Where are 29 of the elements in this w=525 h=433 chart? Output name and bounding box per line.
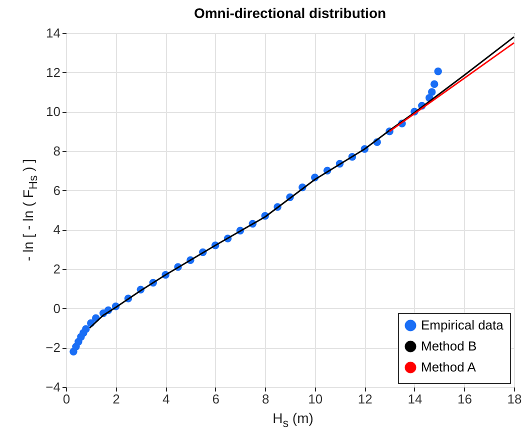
x-tick-label: 16 [457,392,472,406]
y-tick-label: 10 [46,104,60,120]
chart-title: Omni-directional distribution [194,5,386,21]
x-tick-label: 10 [308,392,323,406]
y-tick-label: 6 [53,182,60,198]
point [430,80,438,88]
y-tick-label: 2 [53,262,60,276]
legend-label: Empirical data [421,318,504,332]
x-tick-label: 12 [358,392,372,406]
x-tick-label: 14 [408,392,422,406]
x-tick-label: 18 [507,392,522,406]
x-axis-title: H$_{s}$ (m) [272,410,314,430]
y-tick-label: −2 [46,340,60,356]
y-tick-label: −4 [46,380,60,394]
y-tick-label: 12 [46,64,60,80]
legend-label: Method B [421,338,477,354]
y-tick-label: 14 [46,26,60,40]
x-tick-label: 4 [162,392,170,406]
y-tick-label: 0 [53,300,60,316]
x-tick-label: 2 [112,392,120,406]
point [428,88,436,96]
x-tick-label: 8 [262,392,270,406]
point [434,67,442,76]
x-tick-label: 6 [212,392,220,406]
y-tick-label: 4 [53,222,60,238]
x-tick-label: 0 [62,392,70,406]
y-tick-label: 8 [53,144,60,158]
point [82,325,90,333]
legend-label: Method A [421,360,476,374]
